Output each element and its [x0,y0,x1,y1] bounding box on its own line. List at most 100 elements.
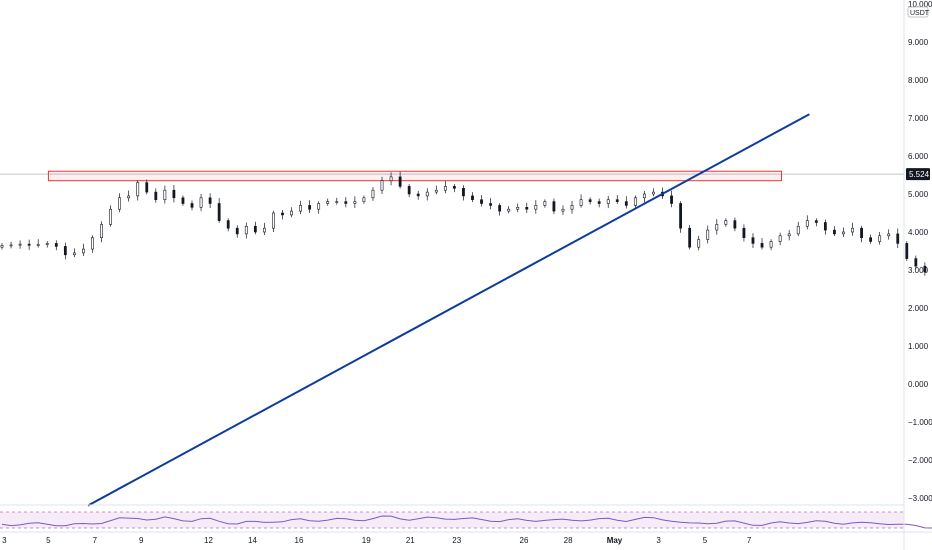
candle [697,235,701,251]
candle-body [652,191,655,195]
candle-body [733,220,737,229]
candle-body [63,246,67,256]
candle-body [869,237,873,242]
candle-body [299,205,302,212]
resistance-zone-box[interactable] [47,170,783,182]
candle-body [552,201,556,212]
rsi-pane [0,504,932,529]
candle-body [833,229,836,235]
candle-body [543,201,547,206]
candle-body [54,243,58,247]
candle [217,198,221,223]
candle [145,179,149,195]
candle [0,243,4,250]
candle [27,239,31,250]
candle-body [851,227,854,233]
candle-body [145,182,149,193]
candle [480,195,483,207]
resistance-zone [47,170,783,182]
candle [896,228,900,248]
candle-body [434,189,438,193]
candle-body [814,220,818,223]
candle [615,195,619,204]
y-tick-label: 3.000 [908,266,929,275]
candle [887,229,891,240]
candle-body [860,227,863,238]
time-axis[interactable]: 3 5 7 9 12 14 16 19 21 23 26 28 May 3 5 7 [0,531,932,545]
candle [82,243,85,256]
y-tick-label: 6.000 [908,152,929,161]
trendline-group [87,113,810,507]
x-tick-label: 23 [452,536,461,545]
candle [733,217,737,232]
candle [489,198,492,210]
candle [272,210,275,232]
candle-body [371,189,375,199]
candle-body [72,252,76,256]
candle [9,241,13,249]
candle-body [18,243,22,246]
candle-body [308,205,312,210]
candle [434,185,438,195]
candle-body [498,205,502,212]
candle-body [905,243,909,259]
candle-body [27,243,31,246]
candle [199,194,203,212]
candle-body [633,197,637,206]
candle [842,227,845,237]
candle [91,235,94,253]
candle-body [335,201,339,203]
candle [778,232,782,246]
candle [869,234,873,244]
candle-body [82,248,85,254]
current-price-badge: 5.524 [906,168,930,181]
candle-body [561,208,565,212]
candle [362,195,366,204]
candle-body [118,197,122,210]
x-tick-label: 26 [520,536,529,545]
candle [679,201,683,233]
candle-body [100,224,103,238]
candle [299,200,302,215]
candle [416,190,420,200]
ascending-trendline[interactable] [87,113,810,507]
candle-body [896,233,900,244]
candle [706,225,710,244]
candle-body [226,220,230,229]
candle [253,221,257,235]
y-tick-label: 2.000 [908,304,929,313]
x-tick-label: 3 [2,536,7,545]
candle-body [787,233,791,237]
candle [371,187,375,201]
candle-body [823,222,827,231]
candle [543,199,547,208]
candle-body [181,197,185,204]
candle [63,242,67,260]
candle-body [887,233,891,237]
price-axis[interactable]: 10.000 9.000 8.000 7.000 6.000 5.000 4.000 3.00… [903,0,932,550]
candle-body [751,237,755,244]
candle [715,219,719,235]
currency-label-text: USDT [910,10,930,17]
candle-body [389,176,393,181]
candle [805,215,809,230]
candle-body [570,205,574,210]
candle-body [190,203,194,208]
candle-body [91,237,94,250]
candle-body [380,180,384,191]
candle [905,241,909,261]
x-tick-label: 12 [204,536,213,545]
candle [190,200,194,211]
candle [525,202,529,213]
candle-series [0,171,927,276]
candle [262,222,266,236]
currency-label[interactable]: USDT [907,6,930,18]
candle-body [579,199,583,206]
x-tick-label: May [607,536,623,545]
candle-body [127,195,131,199]
candle [235,225,239,238]
candle-body [353,201,357,204]
candle-body [606,199,610,204]
candle-body [923,265,927,273]
